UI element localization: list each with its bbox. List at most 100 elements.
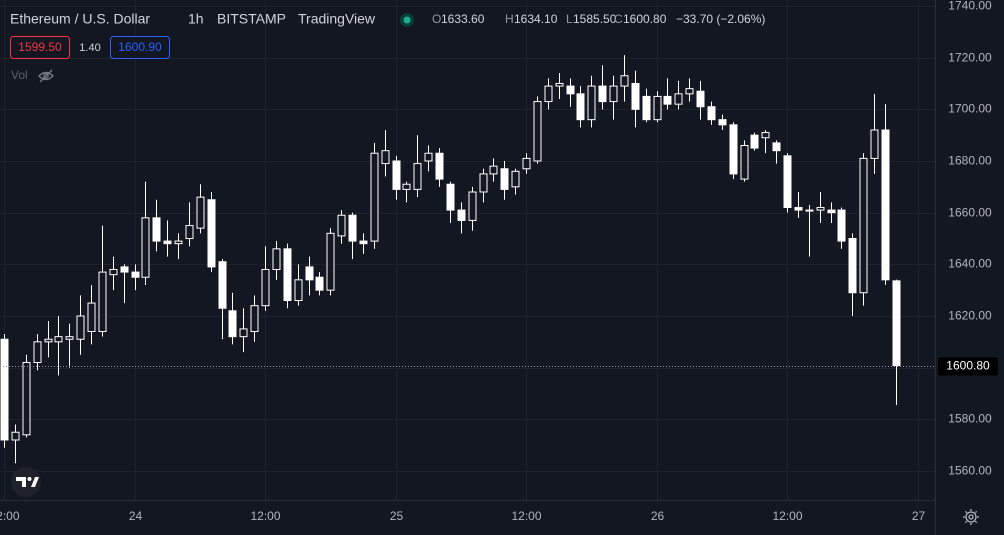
- y-tick-label: 1740.00: [948, 0, 992, 13]
- legend-change: −33.70 (−2.06%): [676, 12, 765, 26]
- bid-badge[interactable]: [10, 36, 70, 59]
- legend-value: 1634.10: [514, 12, 558, 26]
- candle-body: [576, 93, 585, 121]
- candle-body: [65, 336, 74, 340]
- candle-body: [479, 173, 488, 193]
- logo[interactable]: [11, 467, 41, 497]
- candle-body: [163, 240, 172, 245]
- candle-body: [740, 144, 749, 180]
- candle-body: [446, 183, 455, 211]
- candle-body: [381, 150, 390, 165]
- candle-body: [131, 271, 140, 278]
- status-dot: [403, 16, 411, 24]
- candle-body: [44, 338, 53, 343]
- candle-body: [642, 95, 651, 121]
- candle-body: [413, 163, 422, 190]
- settings-icon[interactable]: [963, 509, 979, 525]
- ask-badge[interactable]: [110, 36, 170, 59]
- candle-body: [587, 85, 596, 121]
- candle-body: [359, 240, 368, 245]
- candle-body: [196, 196, 205, 229]
- symbol[interactable]: Ethereum / U.S. Dollar: [10, 11, 150, 27]
- candle-body: [783, 155, 792, 208]
- x-tick-label: 12:00: [511, 509, 541, 523]
- x-tick-label: 12:00: [772, 509, 802, 523]
- candle-body: [370, 152, 379, 242]
- candle-body: [98, 271, 107, 332]
- candle-body: [544, 85, 553, 103]
- legend-value: 1585.50: [573, 12, 617, 26]
- candle-body: [294, 279, 303, 301]
- candle-body: [805, 209, 814, 212]
- candle-body: [283, 248, 292, 301]
- last-price-badge: [938, 357, 998, 376]
- candle-body: [261, 268, 270, 307]
- y-tick-label: 1720.00: [948, 51, 992, 65]
- candle-body: [457, 209, 466, 221]
- y-tick-label: 1700.00: [948, 102, 992, 116]
- candle-body: [555, 82, 564, 87]
- candle-body: [326, 232, 335, 291]
- candle-body: [522, 157, 531, 170]
- candle-body: [609, 85, 618, 103]
- candle-body: [489, 165, 498, 175]
- spread: 1.40: [79, 42, 100, 54]
- candle-body: [435, 152, 444, 180]
- candle-body: [500, 168, 509, 190]
- legend-value: 1600.80: [623, 12, 667, 26]
- candle-body: [11, 431, 20, 441]
- volume-label: Vol: [11, 68, 28, 82]
- candle-body: [761, 132, 770, 139]
- candle-body: [0, 338, 9, 441]
- candle-body: [185, 225, 194, 239]
- legend-prefix: L: [566, 12, 573, 26]
- candle-body: [109, 268, 118, 276]
- x-tick-label: 26: [651, 509, 665, 523]
- candle-body: [718, 119, 727, 126]
- x-tick-label: 25: [390, 509, 404, 523]
- interval[interactable]: 1h: [188, 11, 204, 27]
- candle-body: [827, 209, 836, 214]
- candle-body: [653, 95, 662, 121]
- candle-body: [772, 142, 781, 152]
- last-price-label: 1600.80: [946, 359, 990, 373]
- candle-body: [250, 305, 259, 332]
- candle-body: [305, 266, 314, 281]
- candle-body: [794, 206, 803, 211]
- candle-body: [152, 217, 161, 242]
- y-tick-label: 1660.00: [948, 206, 992, 220]
- candle-body: [674, 93, 683, 105]
- candle-body: [892, 280, 901, 367]
- candle-body: [337, 214, 346, 237]
- candle-body: [816, 206, 825, 211]
- candle-body: [881, 129, 890, 281]
- candle-body: [424, 152, 433, 162]
- legend-prefix: H: [505, 12, 514, 26]
- candle-body: [511, 170, 520, 188]
- source: TradingView: [298, 11, 376, 27]
- candle-body: [174, 240, 183, 245]
- candle-body: [837, 209, 846, 242]
- candle-body: [707, 106, 716, 121]
- candle-body: [239, 328, 248, 338]
- candle-body: [696, 90, 705, 108]
- candle-body: [228, 310, 237, 338]
- x-tick-label: 27: [912, 509, 926, 523]
- candle-body: [663, 95, 672, 105]
- bid: 1599.50: [18, 40, 62, 54]
- candle-body: [218, 261, 227, 309]
- candle-body: [750, 134, 759, 149]
- candle-body: [870, 129, 879, 159]
- candle-body: [598, 85, 607, 103]
- candle-body: [392, 160, 401, 190]
- candle-body: [272, 248, 281, 270]
- candle-body: [87, 302, 96, 332]
- ask: 1600.90: [118, 40, 162, 54]
- candle-body: [207, 199, 216, 268]
- y-tick-label: 1580.00: [948, 412, 992, 426]
- hide-icon[interactable]: [38, 69, 54, 83]
- y-tick-label: 1680.00: [948, 154, 992, 168]
- candle-body: [859, 157, 868, 294]
- legend-value: 1633.60: [441, 12, 485, 26]
